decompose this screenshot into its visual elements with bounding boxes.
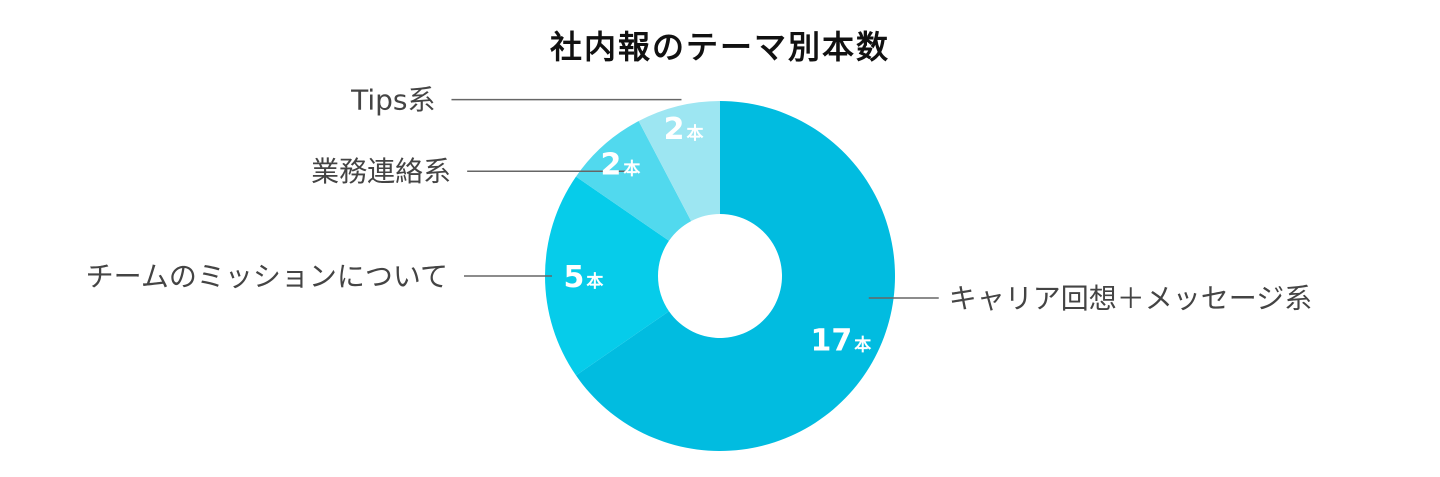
slices-group xyxy=(545,101,896,451)
donut-slice-2 xyxy=(545,176,669,376)
category-label-4: Tips系 xyxy=(350,84,435,117)
category-label-3: 業務連絡系 xyxy=(311,155,451,188)
donut-slice-3 xyxy=(575,121,692,241)
category-label-1: キャリア回想＋メッセージ系 xyxy=(949,282,1312,315)
leader-lines-group xyxy=(451,98,939,299)
donut-slice-1 xyxy=(575,101,896,451)
chart-title: 社内報のテーマ別本数 xyxy=(549,28,890,66)
slice-value-label-1: 17 本 xyxy=(811,323,872,358)
category-label-2: チームのミッションについて xyxy=(86,260,448,293)
donut-slice-4 xyxy=(638,101,720,222)
